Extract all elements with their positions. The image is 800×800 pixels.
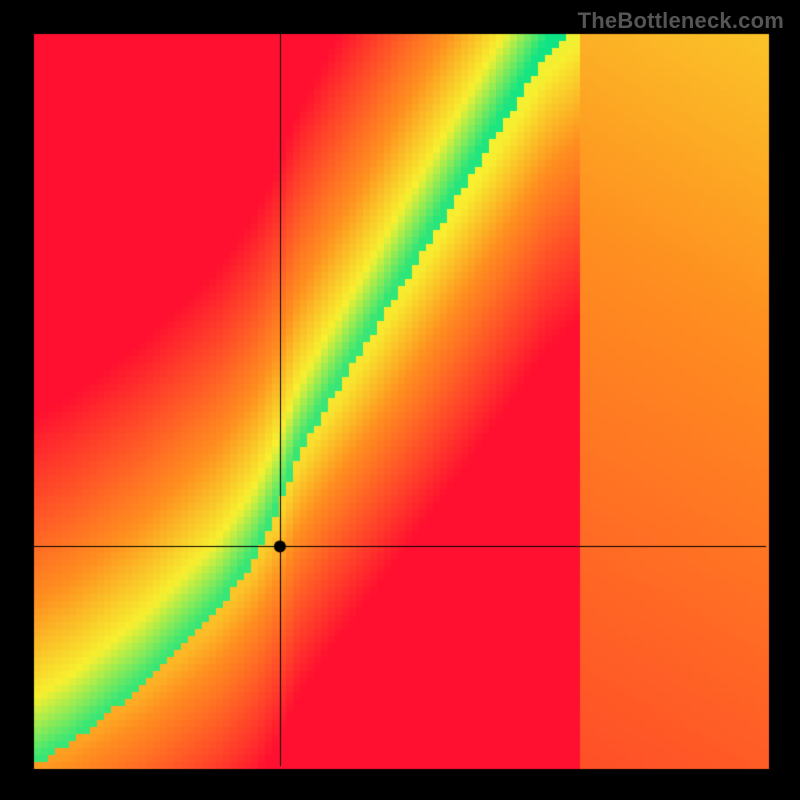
watermark-text: TheBottleneck.com [578,8,784,34]
bottleneck-heatmap [0,0,800,800]
chart-container: TheBottleneck.com [0,0,800,800]
